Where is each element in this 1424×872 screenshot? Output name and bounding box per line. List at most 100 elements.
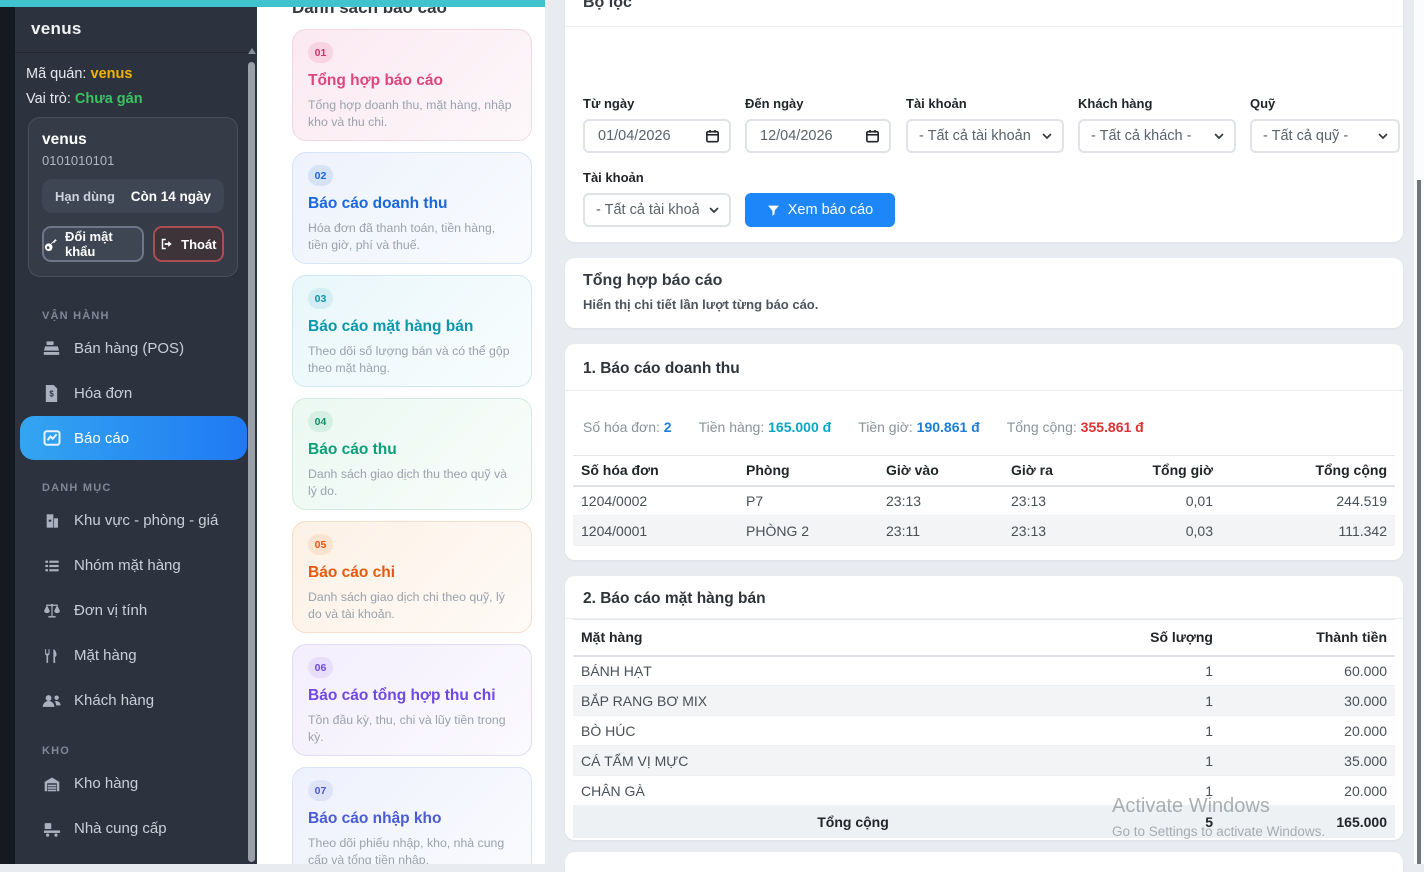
report-card-title: Báo cáo nhập kho [308,810,442,827]
report-number-badge: 07 [308,780,333,801]
sidebar-item-reports[interactable]: Báo cáo [20,416,247,460]
customer-filter-select[interactable]: - Tất cả khách - [1080,121,1234,151]
report-card-desc: Danh sách giao dịch thu theo quỹ và lý d… [308,467,507,498]
sidebar-item-item-groups[interactable]: Nhóm mặt hàng [15,543,257,588]
report-card-income-expense-summary[interactable]: 06 Báo cáo tổng hợp thu chi Tồn đầu kỳ, … [292,644,532,756]
report-card-items-sold[interactable]: 03 Báo cáo mặt hàng bán Theo dõi số lượn… [292,275,532,387]
report-card-desc: Tồn đầu kỳ, thu, chi và lũy tiền trong k… [308,713,506,744]
revenue-report-card: 1. Báo cáo doanh thu Số hóa đơn: 2 Tiền … [565,344,1403,560]
reports-list-heading: Danh sách báo cáo [292,7,447,17]
sidebar-scrollbar[interactable] [247,48,256,864]
role-value: Chưa gán [74,91,143,107]
sign-out-icon [160,237,174,251]
table-header-row: Mặt hàng Số lượng Thành tiền [573,619,1395,657]
customer-filter-label: Khách hàng [1078,96,1153,111]
items-sold-report-title: 2. Báo cáo mặt hàng bán [565,576,1403,619]
sidebar-item-units[interactable]: Đơn vị tính [15,588,257,633]
stat-time-amount: Tiền giờ: 190.861 đ [858,419,980,435]
expiry-pill: Hạn dùng Còn 14 ngày [42,179,224,213]
sidebar-item-label: Khu vực - phòng - giá [74,512,219,529]
footer-total-amount: 165.000 [1221,805,1395,838]
table-row[interactable]: CÁ TẨM VỊ MỰC 1 35.000 [573,745,1395,776]
sidebar-item-label: Đơn vị tính [74,602,148,619]
table-footer-row: Tổng cộng 5 165.000 [573,805,1395,838]
sidebar-item-label: Kho hàng [74,775,139,792]
store-info: Mã quán: venus Vai trò: Chưa gán [15,53,257,107]
users-icon [42,693,61,709]
report-card-title: Báo cáo chi [308,564,395,581]
view-report-label: Xem báo cáo [787,202,874,218]
reports-list-panel: Danh sách báo cáo 01 Tổng hợp báo cáo Tổ… [257,7,545,864]
sidebar-item-items[interactable]: Mặt hàng [15,633,257,678]
report-number-badge: 04 [308,411,333,432]
report-number-badge: 01 [308,42,333,63]
report-card-stock-in[interactable]: 07 Báo cáo nhập kho Theo dõi phiếu nhập,… [292,767,532,864]
filter-heading: Bộ lọc [565,0,1403,27]
fund-filter-select[interactable]: - Tất cả quỹ - [1252,121,1398,151]
account-card: venus 0101010101 Hạn dùng Còn 14 ngày Đổ… [28,117,238,277]
cash-register-icon [42,340,61,357]
report-number-badge: 05 [308,534,333,555]
report-card-title: Tổng hợp báo cáo [308,72,444,89]
sidebar-item-invoices[interactable]: $ Hóa đơn [15,371,257,416]
report-card-summary[interactable]: 01 Tổng hợp báo cáo Tổng hợp doanh thu, … [292,29,532,141]
customer-filter-field: Khách hàng - Tất cả khách - [1078,96,1236,153]
nav-group-warehouse: KHO [42,745,71,757]
sidebar-item-areas[interactable]: Khu vực - phòng - giá [15,498,257,543]
report-card-revenue[interactable]: 02 Báo cáo doanh thu Hóa đơn đã thanh to… [292,152,532,264]
account-filter-select[interactable]: - Tất cả tài khoản - [908,121,1062,151]
invoice-icon: $ [42,385,61,402]
table-row[interactable]: BÒ HÚC 1 20.000 [573,715,1395,746]
sidebar-item-label: Hóa đơn [74,385,133,402]
sidebar-item-suppliers[interactable]: Nhà cung cấp [15,806,257,851]
svg-text:$: $ [49,389,54,398]
report-card-title: Báo cáo thu [308,441,397,458]
account2-filter-field: Tài khoản - Tất cả tài khoản - [583,170,731,227]
top-accent-bar [0,0,545,7]
report-card-title: Báo cáo mặt hàng bán [308,318,474,335]
items-sold-report-card: 2. Báo cáo mặt hàng bán Mặt hàng Số lượn… [565,576,1403,840]
background-overlay-strip [0,0,15,864]
store-code-label: Mã quán: [26,66,87,82]
expiry-value: Còn 14 ngày [130,188,211,204]
revenue-report-title: 1. Báo cáo doanh thu [565,344,1403,391]
account2-filter-select[interactable]: - Tất cả tài khoản - [585,195,729,225]
sidebar-item-warehouse[interactable]: Kho hàng [15,761,257,806]
main-content: Bộ lọc Từ ngày Đến ngày Tài khoản - [565,0,1403,872]
funnel-icon [767,204,780,217]
table-row[interactable]: 1204/0001 PHÒNG 2 23:11 23:13 0,03 111.342 [573,515,1395,546]
fund-filter-label: Quỹ [1250,96,1276,111]
sidebar-item-customers[interactable]: Khách hàng [15,678,257,723]
summary-subtitle: Hiển thị chi tiết lần lượt từng báo cáo. [583,297,819,312]
table-row[interactable]: BẮP RANG BƠ MIX 1 30.000 [573,685,1395,716]
footer-total-qty: 5 [1133,805,1221,838]
table-row[interactable]: 1204/0002 P7 23:13 23:13 0,01 244.519 [573,485,1395,516]
report-card-title: Báo cáo doanh thu [308,195,448,212]
footer-total-label: Tổng cộng [573,805,1133,838]
sidebar: venus Mã quán: venus Vai trò: Chưa gán v… [15,7,257,864]
warehouse-icon [42,776,61,792]
view-report-button[interactable]: Xem báo cáo [745,193,895,227]
page-scrollbar[interactable] [1414,0,1424,864]
account-filter-label: Tài khoản [906,96,967,111]
from-date-field: Từ ngày [583,96,731,153]
change-password-button[interactable]: Đổi mật khẩu [42,226,144,262]
from-date-input[interactable] [585,121,729,151]
report-card-expense[interactable]: 05 Báo cáo chi Danh sách giao dịch chi t… [292,521,532,633]
to-date-input[interactable] [747,121,889,151]
sidebar-nav: VẬN HÀNH Bán hàng (POS) $ Hóa đơn Báo cá… [15,310,257,851]
table-row[interactable]: CHÂN GÀ 1 20.000 [573,775,1395,806]
sidebar-item-pos[interactable]: Bán hàng (POS) [15,326,257,371]
scroll-up-arrow-icon[interactable] [248,48,256,54]
sidebar-item-label: Nhà cung cấp [74,820,167,837]
report-card-income[interactable]: 04 Báo cáo thu Danh sách giao dịch thu t… [292,398,532,510]
from-date-label: Từ ngày [583,96,635,111]
page-scrollbar-thumb[interactable] [1417,180,1421,864]
report-card-desc: Theo dõi số lượng bán và có thể gộp theo… [308,344,510,375]
nav-group-catalog: DANH MỤC [42,482,112,494]
sidebar-scrollbar-thumb[interactable] [248,62,255,862]
logout-button[interactable]: Thoát [152,226,224,262]
account2-filter-label: Tài khoản [583,170,644,185]
table-header-row: Số hóa đơn Phòng Giờ vào Giờ ra Tổng giờ… [573,455,1395,487]
table-row[interactable]: BÁNH HẠT 1 60.000 [573,655,1395,686]
